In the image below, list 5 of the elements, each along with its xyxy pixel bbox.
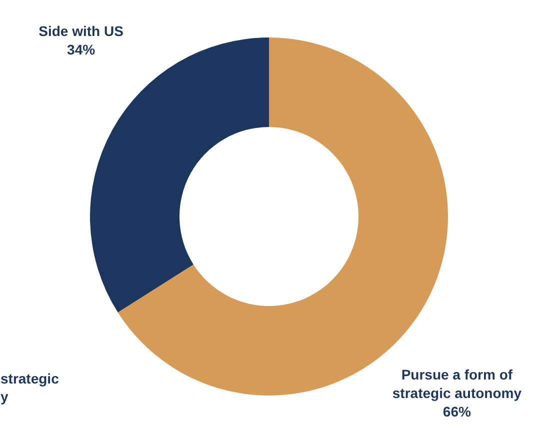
slice-label: Pursue a form of strategic autonomy	[392, 366, 522, 401]
text: strategic y	[0, 370, 60, 405]
slice-label: Side with US	[38, 22, 124, 39]
data-label: 34%	[67, 41, 96, 58]
data-label: 66%	[442, 403, 472, 420]
